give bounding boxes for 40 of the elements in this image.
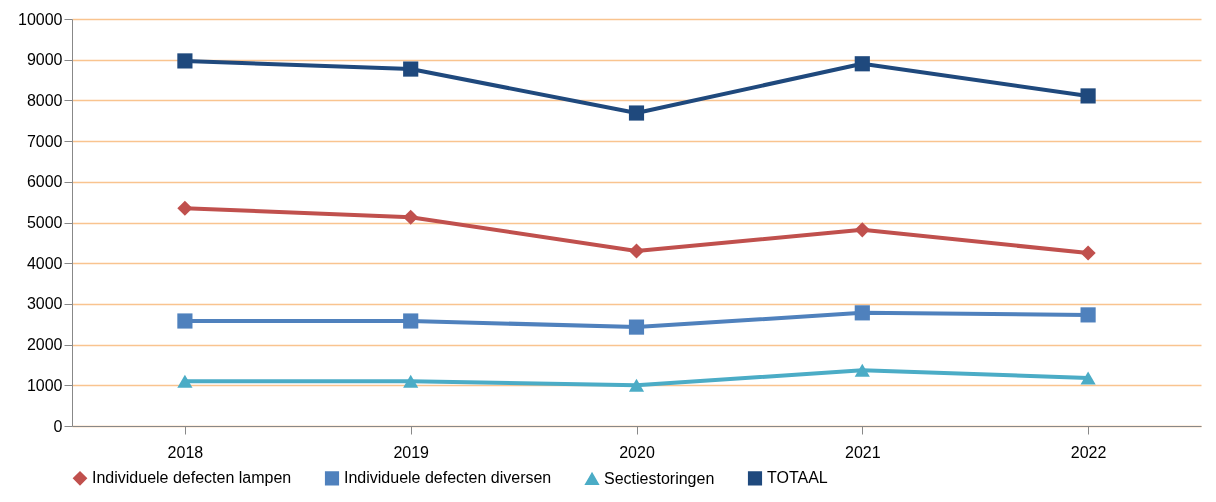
y-tick-label: 7000	[26, 132, 63, 150]
point	[628, 105, 645, 121]
y-tick-label: 3000	[26, 295, 63, 313]
point	[628, 378, 645, 392]
point	[1080, 371, 1096, 385]
point	[1080, 307, 1096, 323]
y-tick-label: 10000	[18, 10, 63, 28]
x-tick-label: 2022	[1070, 443, 1107, 461]
y-tick-label: 8000	[26, 91, 63, 109]
x-tick-label: 2021	[845, 443, 881, 461]
point	[177, 374, 193, 388]
point	[403, 209, 419, 225]
y-tick-label: 0	[53, 417, 63, 435]
y-tick-label: 9000	[26, 51, 63, 69]
x-tick-label: 2018	[167, 443, 204, 461]
point	[403, 374, 419, 388]
y-tick-label: 4000	[26, 254, 63, 272]
point	[854, 56, 870, 72]
point	[177, 313, 193, 329]
point	[628, 243, 645, 259]
y-tick-label: 5000	[26, 214, 63, 231]
legend-label: Sectiestoringen	[604, 469, 715, 487]
y-tick-label: 1000	[26, 376, 63, 394]
point	[854, 363, 870, 377]
x-tick-label: 2019	[393, 443, 430, 461]
point	[854, 305, 870, 321]
legend-label: Individuele defecten diversen	[344, 469, 552, 487]
point	[628, 319, 645, 335]
point	[177, 200, 193, 216]
point	[854, 222, 870, 238]
y-tick-label: 2000	[26, 336, 63, 354]
legend-label: TOTAAL	[767, 469, 828, 487]
point	[177, 53, 193, 69]
point	[403, 61, 419, 77]
point	[1080, 245, 1096, 261]
y-tick-label: 6000	[26, 173, 63, 191]
x-tick-label: 2020	[619, 443, 655, 461]
point	[1080, 88, 1096, 104]
point	[403, 313, 419, 329]
legend-label: Individuele defecten lampen	[92, 469, 292, 487]
